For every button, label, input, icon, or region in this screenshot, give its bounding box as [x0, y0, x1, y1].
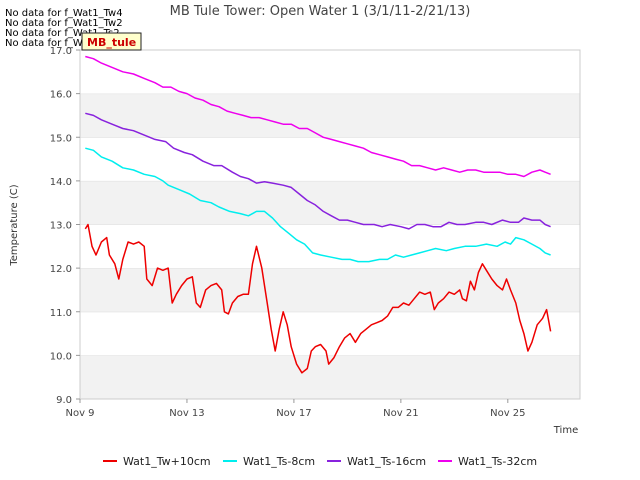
y-axis-label: Temperature (C): [9, 184, 20, 266]
no-data-message: No data for f_Wat1_Tw2: [5, 18, 123, 29]
grid-band: [80, 137, 580, 181]
series-line: [85, 147, 551, 263]
x-axis-label: Time: [553, 425, 578, 436]
chart-title: MB Tule Tower: Open Water 1 (3/1/11-2/21…: [170, 4, 471, 19]
grid-band: [80, 50, 580, 94]
series-line: [84, 223, 552, 374]
x-tick-label: Nov 17: [276, 408, 311, 419]
series-line: [85, 55, 551, 178]
grid-band: [80, 224, 580, 269]
x-axis: Nov 9 Nov 13 Nov 17 Nov 21 Nov 25: [65, 399, 526, 419]
y-tick-label: 17.0: [50, 46, 72, 57]
series-lines: [84, 55, 552, 374]
x-tick-label: Nov 25: [490, 408, 525, 419]
y-tick-label: 16.0: [50, 90, 72, 101]
x-tick-label: Nov 21: [383, 408, 418, 419]
y-tick-label: 14.0: [50, 177, 72, 188]
legend-label: Wat1_Ts-8cm: [243, 455, 315, 468]
grid-band: [80, 180, 580, 225]
legend-label: Wat1_Tw+10cm: [123, 455, 211, 468]
y-tick-label: 13.0: [50, 221, 72, 232]
y-axis: 9.0 10.0 11.0 12.0 13.0 14.0 15.0 16.0 17.0: [50, 46, 80, 406]
no-data-message: No data for f_Wat1_Ts2: [5, 28, 120, 39]
legend: Wat1_Tw+10cm Wat1_Ts-8cm Wat1_Ts-16cm Wat1_…: [103, 455, 537, 468]
grid-bands: [80, 49, 580, 399]
legend-label: Wat1_Ts-16cm: [347, 455, 426, 468]
y-tick-label: 15.0: [50, 133, 72, 144]
grid-band: [80, 268, 580, 312]
y-tick-label: 9.0: [56, 395, 72, 406]
mb-tule-badge: MB_tule: [81, 32, 142, 51]
badge-label: MB_tule: [87, 36, 136, 49]
no-data-message: No data for f_Wat1_Tw4: [5, 8, 123, 19]
badge-box: [81, 32, 142, 51]
grid-band: [80, 93, 580, 138]
grid-band: [80, 311, 580, 356]
x-tick-label: Nov 13: [169, 408, 204, 419]
y-tick-label: 11.0: [50, 308, 72, 319]
series-line: [85, 112, 551, 230]
legend-label: Wat1_Ts-32cm: [458, 455, 537, 468]
x-tick-label: Nov 9: [65, 408, 94, 419]
no-data-message: No data for f_Wat1_Tw4: [5, 38, 123, 49]
y-tick-label: 10.0: [50, 351, 72, 362]
y-tick-label: 12.0: [50, 264, 72, 275]
